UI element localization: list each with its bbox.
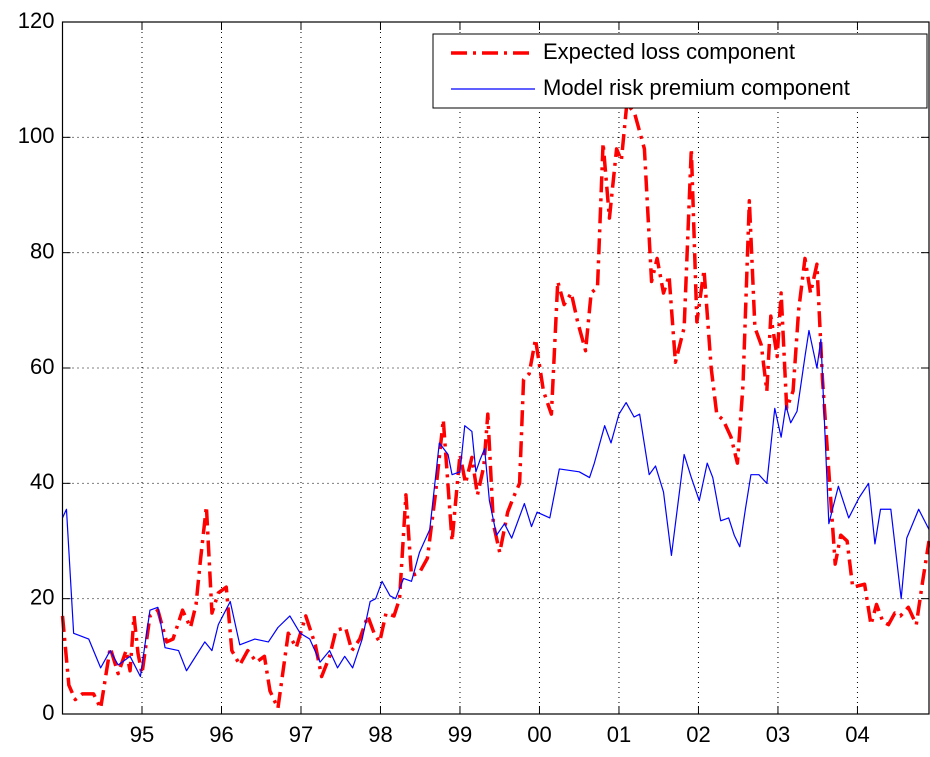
x-tick-label: 02	[686, 722, 710, 747]
x-tick-label: 99	[448, 722, 472, 747]
x-tick-label: 95	[130, 722, 154, 747]
x-tick-label: 03	[766, 722, 790, 747]
legend-label: Expected loss component	[543, 39, 795, 64]
y-tick-label: 80	[30, 238, 54, 263]
x-tick-label: 96	[209, 722, 233, 747]
y-tick-label: 100	[18, 123, 55, 148]
x-tick-label: 04	[845, 722, 869, 747]
x-tick-label: 00	[527, 722, 551, 747]
x-tick-label: 01	[607, 722, 631, 747]
y-tick-label: 20	[30, 584, 54, 609]
x-tick-label: 98	[368, 722, 392, 747]
legend-box	[432, 33, 928, 109]
y-tick-label: 60	[30, 354, 54, 379]
series-line	[61, 329, 930, 678]
y-tick-label: 120	[18, 8, 55, 33]
series-line	[60, 100, 930, 710]
x-tick-label: 97	[289, 722, 313, 747]
y-tick-label: 0	[42, 700, 54, 725]
plot-frame	[61, 21, 930, 715]
y-tick-label: 40	[30, 469, 54, 494]
legend-label: Model risk premium component	[543, 75, 850, 100]
